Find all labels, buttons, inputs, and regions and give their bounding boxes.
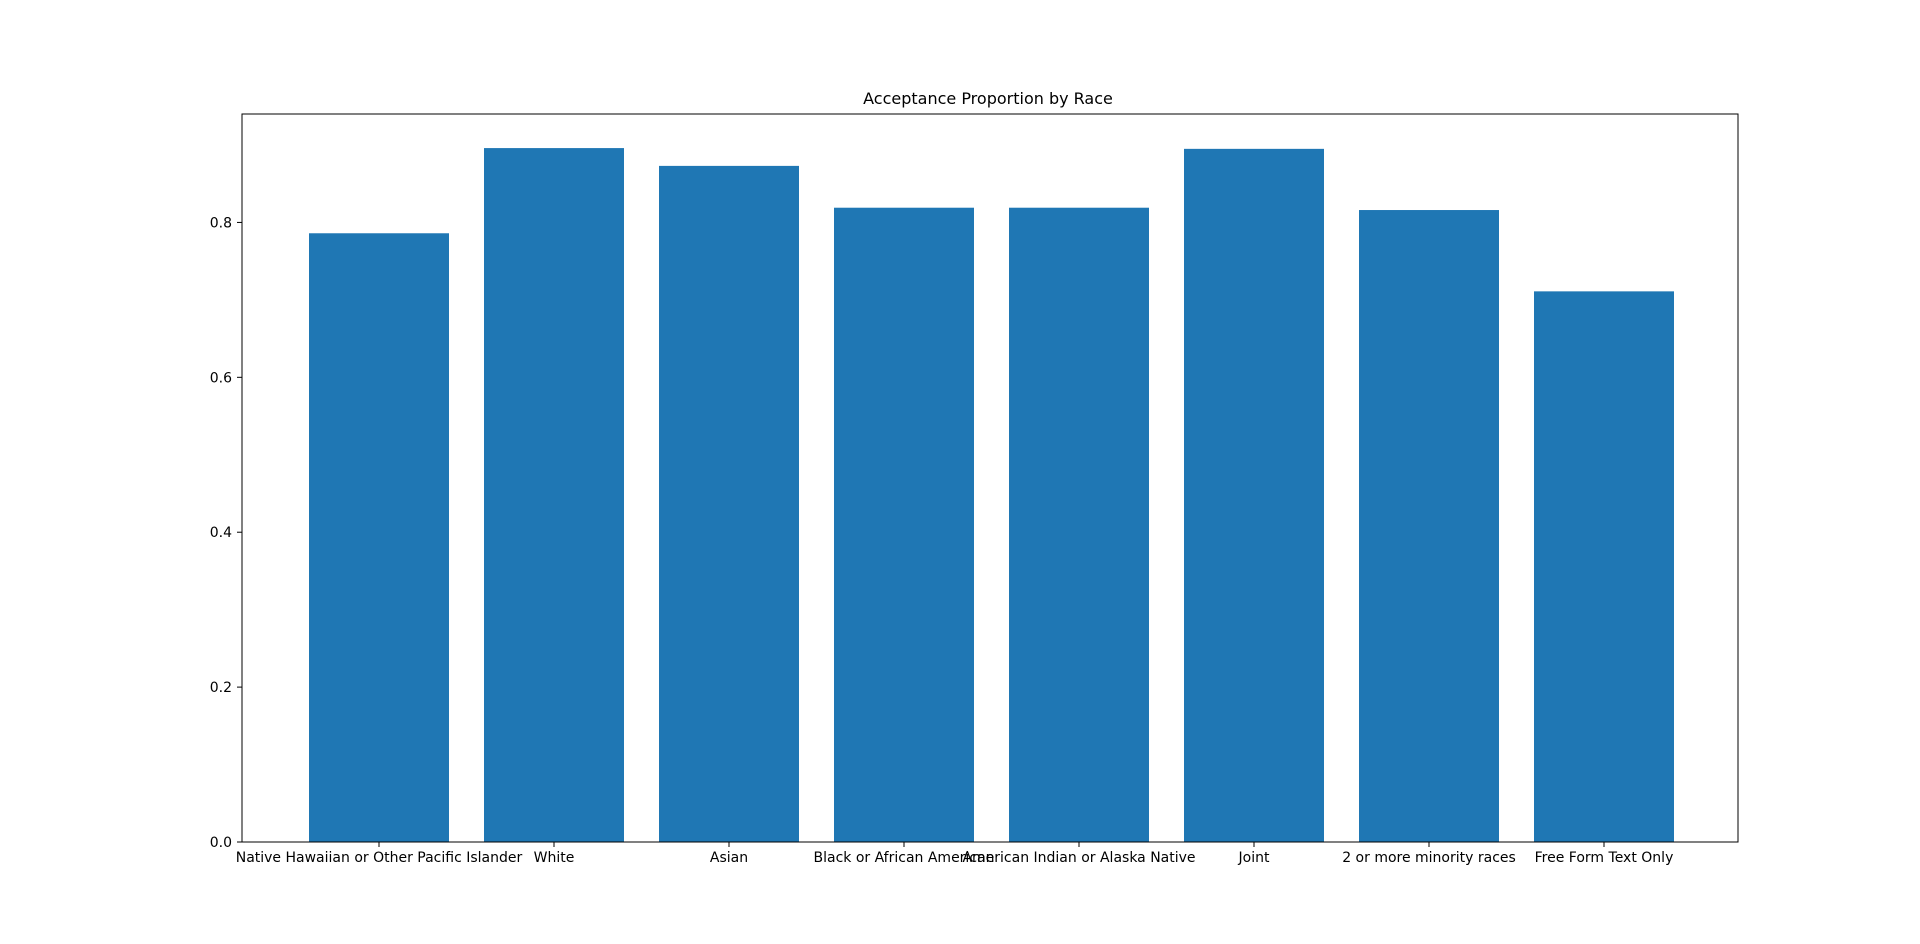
- bar-3: [834, 207, 974, 842]
- x-tick-label-1: White: [534, 850, 575, 866]
- x-tick-label-5: Joint: [1238, 850, 1270, 866]
- bar-1: [484, 148, 624, 842]
- x-tick-label-3: Black or African American: [814, 850, 995, 866]
- chart-title: Acceptance Proportion by Race: [863, 89, 1113, 108]
- y-tick-label-3: 0.6: [210, 370, 232, 386]
- x-tick-label-0: Native Hawaiian or Other Pacific Islande…: [236, 850, 523, 866]
- y-axis: 0.0 0.2 0.4 0.6 0.8: [210, 215, 242, 851]
- y-tick-label-2: 0.4: [210, 525, 232, 541]
- x-tick-label-7: Free Form Text Only: [1535, 850, 1674, 866]
- bar-7: [1534, 291, 1674, 843]
- bar-5: [1184, 148, 1324, 842]
- x-axis: Native Hawaiian or Other Pacific Islande…: [236, 842, 1674, 866]
- x-tick-label-4: American Indian or Alaska Native: [962, 850, 1195, 866]
- bar-4: [1009, 207, 1149, 842]
- x-tick-label-6: 2 or more minority races: [1342, 850, 1516, 866]
- y-tick-label-1: 0.2: [210, 680, 232, 696]
- x-tick-label-2: Asian: [710, 850, 748, 866]
- bar-6: [1359, 210, 1499, 842]
- plot-frame: [241, 113, 1739, 843]
- y-tick-label-0: 0.0: [210, 835, 232, 851]
- y-tick-label-4: 0.8: [210, 215, 232, 231]
- bars-group: [309, 148, 1674, 843]
- bar-2: [659, 165, 799, 843]
- bar-0: [309, 233, 449, 843]
